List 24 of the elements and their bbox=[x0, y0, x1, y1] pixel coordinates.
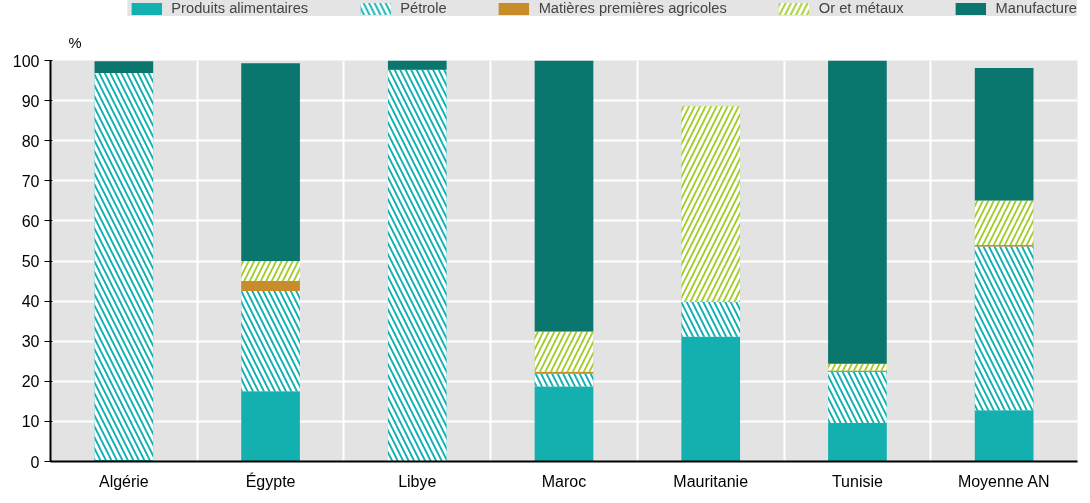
x-tick-label: Maroc bbox=[541, 472, 587, 490]
y-tick-label: 0 bbox=[30, 453, 40, 471]
y-axis-title: % bbox=[68, 34, 82, 51]
legend-label: Or et métaux bbox=[818, 0, 904, 16]
y-tick-label: 40 bbox=[21, 293, 40, 311]
y-tick-label: 90 bbox=[21, 92, 40, 110]
legend-label: Produits alimentaires bbox=[171, 0, 309, 16]
y-tick-label: 70 bbox=[21, 172, 40, 190]
legend-label: Manufacture bbox=[995, 0, 1077, 16]
y-tick-label: 30 bbox=[21, 333, 40, 351]
x-tick-label: Libye bbox=[398, 472, 437, 490]
y-tick-label: 100 bbox=[12, 52, 40, 70]
y-tick-label: 60 bbox=[21, 212, 40, 230]
y-tick-label: 10 bbox=[21, 413, 40, 431]
x-tick-label: Algérie bbox=[98, 472, 149, 490]
x-tick-label: Tunisie bbox=[831, 472, 884, 490]
x-tick-label: Mauritanie bbox=[673, 472, 749, 490]
x-tick-label: Égypte bbox=[245, 471, 296, 490]
legend-label: Matières premières agricoles bbox=[538, 0, 727, 16]
y-tick-label: 80 bbox=[21, 132, 40, 150]
y-tick-label: 20 bbox=[21, 373, 40, 391]
y-tick-label: 50 bbox=[21, 253, 40, 270]
legend-label: Pétrole bbox=[400, 0, 447, 16]
x-tick-label: Moyenne AN bbox=[957, 472, 1050, 490]
